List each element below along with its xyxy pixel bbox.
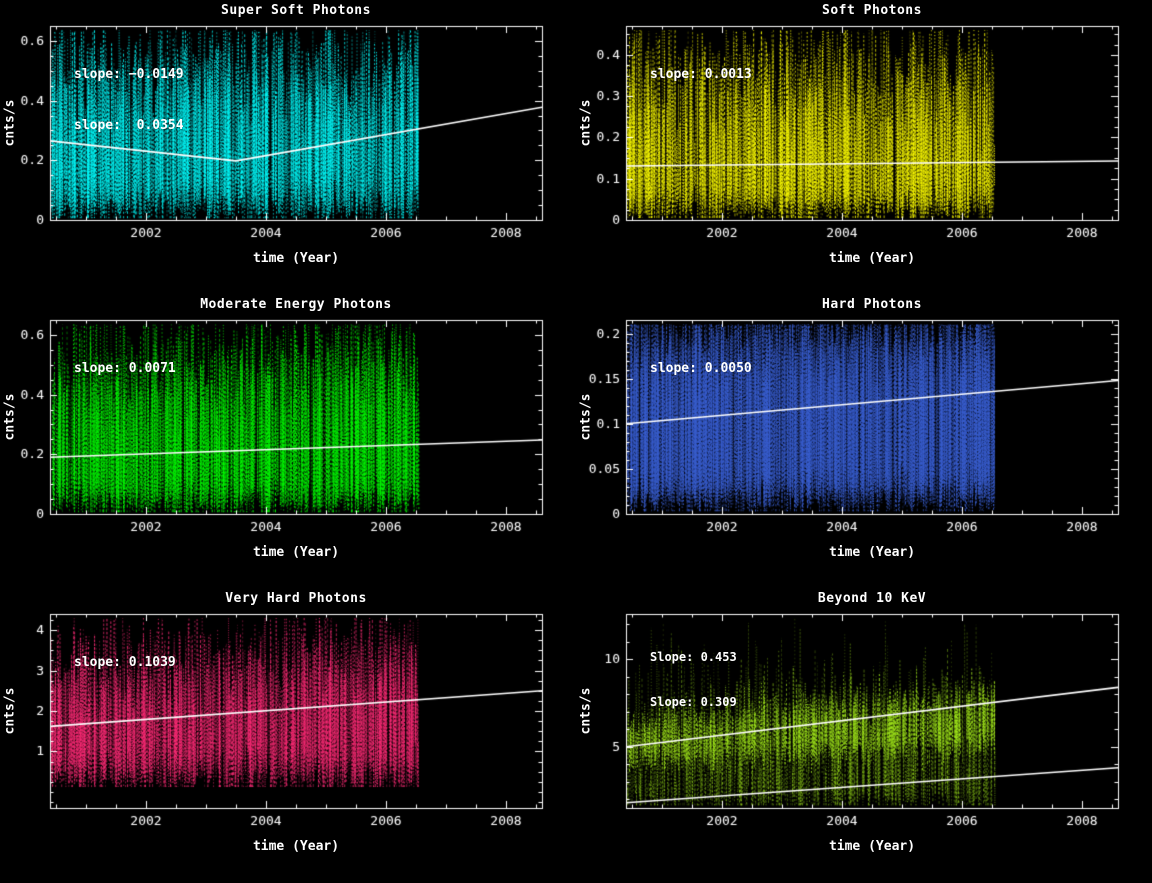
chart-title: Soft Photons — [822, 3, 922, 18]
y-axis-label: cnts/s — [2, 393, 18, 441]
slope-annotation: Slope: 0.453 — [650, 650, 737, 664]
x-axis-label: time (Year) — [252, 839, 340, 854]
x-axis-label: time (Year) — [828, 251, 916, 266]
panel-very-hard-photons: Very Hard Photons cnts/s time (Year) slo… — [0, 588, 576, 882]
y-axis-label: cnts/s — [2, 99, 18, 147]
slope-annotation: slope: 0.1039 — [74, 655, 176, 670]
beyond-10-kev-scatter-plot — [576, 588, 1152, 882]
chart-title: Hard Photons — [822, 297, 922, 312]
y-axis-label: cnts/s — [2, 687, 18, 735]
panel-super-soft-photons: Super Soft Photons cnts/s time (Year) sl… — [0, 0, 576, 294]
x-axis-label: time (Year) — [252, 251, 340, 266]
super-soft-photons-scatter-plot — [0, 0, 576, 294]
moderate-energy-photons-scatter-plot — [0, 294, 576, 588]
chart-title: Very Hard Photons — [225, 591, 367, 606]
slope-annotations: slope: 0.0050 — [650, 326, 752, 411]
x-axis-label: time (Year) — [828, 839, 916, 854]
y-axis-label: cnts/s — [578, 99, 594, 147]
hard-photons-scatter-plot — [576, 294, 1152, 588]
y-axis-label: cnts/s — [578, 687, 594, 735]
slope-annotation: slope: 0.0071 — [74, 361, 176, 376]
x-axis-label: time (Year) — [252, 545, 340, 560]
panel-beyond-10-kev: Beyond 10 KeV cnts/s time (Year) Slope: … — [576, 588, 1152, 882]
y-axis-label: cnts/s — [578, 393, 594, 441]
slope-annotations: Slope: 0.453 Slope: 0.309 — [650, 620, 737, 740]
slope-annotation: slope: −0.0149 — [74, 67, 184, 82]
soft-photons-scatter-plot — [576, 0, 1152, 294]
slope-annotations: slope: 0.0071 — [74, 326, 176, 411]
slope-annotations: slope: 0.0013 — [650, 32, 752, 117]
very-hard-photons-scatter-plot — [0, 588, 576, 882]
panel-soft-photons: Soft Photons cnts/s time (Year) slope: 0… — [576, 0, 1152, 294]
panel-moderate-energy-photons: Moderate Energy Photons cnts/s time (Yea… — [0, 294, 576, 588]
chart-title: Beyond 10 KeV — [817, 591, 927, 606]
slope-annotation: Slope: 0.309 — [650, 695, 737, 709]
panel-hard-photons: Hard Photons cnts/s time (Year) slope: 0… — [576, 294, 1152, 588]
slope-annotations: slope: −0.0149 slope: 0.0354 — [74, 32, 184, 168]
chart-title: Moderate Energy Photons — [200, 297, 392, 312]
slope-annotations: slope: 0.1039 — [74, 620, 176, 705]
slope-annotation: slope: 0.0013 — [650, 67, 752, 82]
slope-annotation: slope: 0.0050 — [650, 361, 752, 376]
x-axis-label: time (Year) — [828, 545, 916, 560]
chart-title: Super Soft Photons — [221, 3, 371, 18]
slope-annotation: slope: 0.0354 — [74, 118, 184, 133]
